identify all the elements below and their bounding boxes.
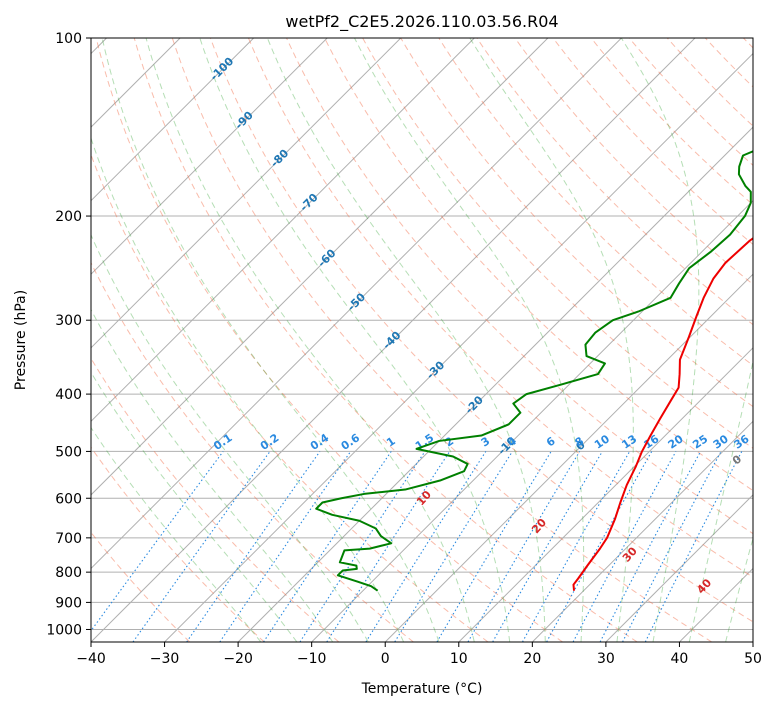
dry-adiabat bbox=[171, 38, 713, 642]
isotherm-line bbox=[91, 38, 255, 202]
dry-adiabat bbox=[91, 261, 414, 642]
moist-adiabat bbox=[91, 371, 298, 642]
mixing-ratio-line bbox=[91, 451, 224, 632]
x-tick-label: 10 bbox=[450, 651, 468, 667]
dry-adiabat bbox=[133, 38, 638, 642]
x-tick-label: −30 bbox=[150, 651, 180, 667]
y-tick-label: 800 bbox=[55, 565, 82, 581]
mixing-ratio-line bbox=[467, 451, 581, 642]
mixing-ratio-line bbox=[546, 451, 653, 642]
isotherm-line bbox=[91, 38, 475, 423]
dry-adiabat bbox=[209, 38, 753, 623]
moist-adiabat bbox=[688, 359, 753, 642]
isotherm-line bbox=[91, 38, 328, 275]
x-axis: −40 −30 −20 −10 0 10 20 30 40 50 bbox=[76, 642, 762, 667]
y-tick-label: 900 bbox=[55, 595, 82, 611]
x-tick-label: −10 bbox=[297, 651, 327, 667]
profile-lines bbox=[315, 150, 753, 592]
x-tick-label: 20 bbox=[523, 651, 541, 667]
isotherm-line bbox=[531, 420, 753, 642]
mixing-ratio-line bbox=[219, 451, 352, 642]
mixing-ratio-line bbox=[436, 451, 552, 642]
mixing-ratio-line bbox=[521, 451, 631, 642]
dry-adiabat bbox=[247, 38, 753, 578]
plot-frame bbox=[90, 37, 754, 643]
dry-adiabat bbox=[95, 38, 563, 642]
plot-area bbox=[91, 38, 753, 642]
y-tick-label: 300 bbox=[55, 313, 82, 329]
mixing-ratio-line bbox=[365, 451, 487, 642]
isotherm-line bbox=[91, 38, 622, 570]
y-tick-label: 200 bbox=[55, 209, 82, 225]
y-tick-label: 1000 bbox=[46, 622, 82, 638]
dewpoint-profile-line bbox=[315, 150, 753, 592]
dry-adiabat bbox=[362, 38, 753, 449]
y-tick-label: 500 bbox=[55, 444, 82, 460]
y-tick-label: 100 bbox=[55, 31, 82, 47]
mixing-ratio-line bbox=[572, 451, 677, 642]
x-axis-label: Temperature (°C) bbox=[361, 681, 483, 697]
moist-adiabat bbox=[199, 38, 511, 642]
isotherm-line bbox=[237, 126, 753, 642]
dry-adiabat bbox=[628, 38, 753, 166]
y-tick-label: 600 bbox=[55, 491, 82, 507]
mixing-ratio-line bbox=[492, 451, 603, 642]
moist-adiabat bbox=[91, 426, 262, 642]
x-tick-label: −40 bbox=[76, 651, 106, 667]
moist-adiabat bbox=[91, 308, 334, 642]
mixing-ratio-line bbox=[394, 451, 513, 642]
moist-adiabat bbox=[266, 38, 546, 642]
y-axis-label: Pressure (hPa) bbox=[13, 290, 29, 390]
isotherm-line bbox=[91, 38, 696, 642]
chart-title: wetPf2_C2E5.2026.110.03.56.R04 bbox=[285, 12, 558, 32]
x-tick-label: 30 bbox=[597, 651, 615, 667]
x-tick-label: 50 bbox=[744, 651, 762, 667]
temperature-profile-line bbox=[572, 237, 753, 591]
x-tick-label: 0 bbox=[381, 651, 390, 667]
isotherm-line bbox=[164, 52, 753, 642]
dry-adiabat bbox=[91, 446, 265, 642]
x-tick-label: −20 bbox=[223, 651, 253, 667]
moist-adiabat bbox=[91, 136, 405, 642]
moist-adiabat bbox=[620, 38, 700, 642]
y-tick-label: 400 bbox=[55, 387, 82, 403]
dry-adiabat bbox=[514, 38, 753, 285]
isotherm-line bbox=[311, 199, 753, 642]
isotherm-line bbox=[605, 494, 753, 642]
dry-adiabat bbox=[400, 38, 753, 408]
y-tick-label: 700 bbox=[55, 531, 82, 547]
moist-adiabat bbox=[91, 233, 369, 642]
dry-adiabat bbox=[476, 38, 753, 326]
dry-adiabat bbox=[324, 38, 753, 492]
isotherm-line bbox=[91, 38, 402, 349]
x-tick-label: 40 bbox=[671, 651, 689, 667]
moist-adiabat bbox=[354, 38, 585, 642]
y-axis: 1000 900 800 700 600 500 400 300 200 100 bbox=[46, 31, 91, 638]
moist-adiabat bbox=[145, 38, 475, 642]
isotherm-line bbox=[458, 347, 753, 642]
isotherm-line bbox=[91, 38, 549, 496]
moist-adiabat bbox=[725, 536, 753, 642]
moist-adiabat bbox=[101, 38, 440, 642]
mixing-ratio-line bbox=[132, 451, 271, 642]
dry-adiabat bbox=[590, 38, 753, 206]
